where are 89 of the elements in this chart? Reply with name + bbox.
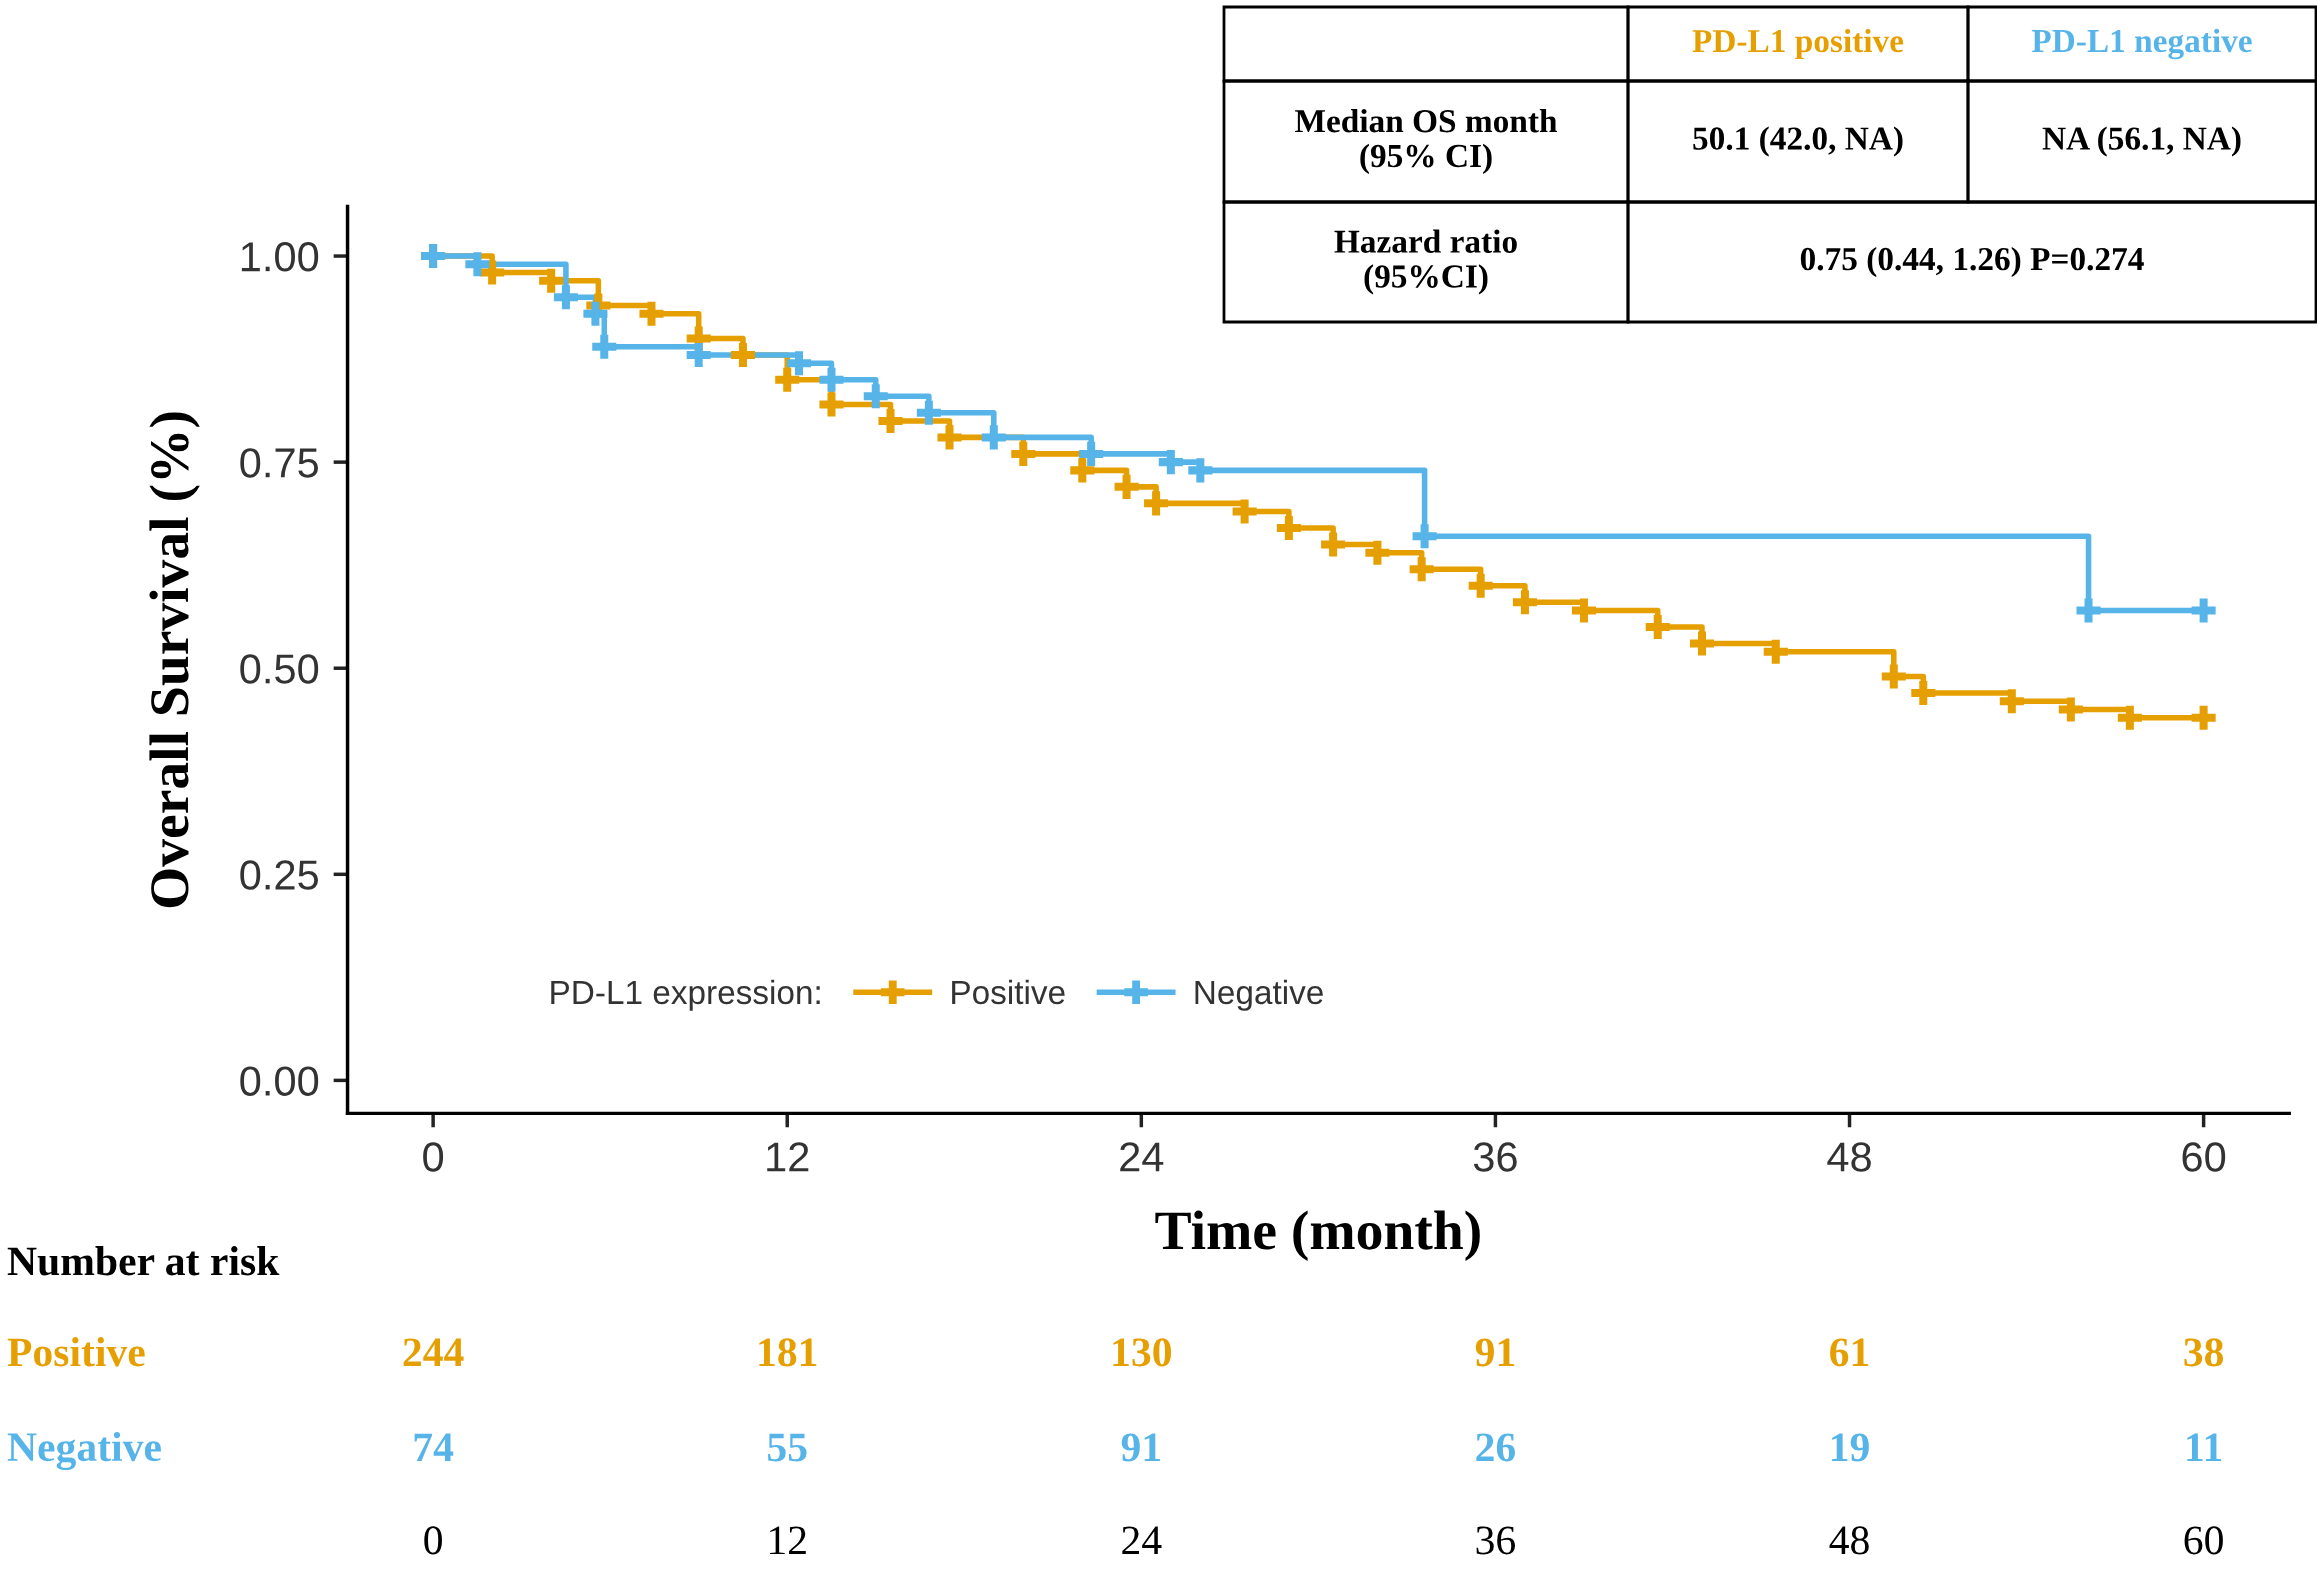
- text: 130: [1113, 1338, 1171, 1367]
- text: Negative: [7, 1431, 161, 1471]
- point: [787, 351, 812, 376]
- point: [1114, 474, 1139, 499]
- point: [2191, 705, 2216, 730]
- point: [1011, 441, 1036, 466]
- text: 61: [1830, 1338, 1869, 1367]
- point: [1412, 524, 1437, 549]
- point: [539, 268, 564, 293]
- y-tick-label: 1.00: [241, 242, 319, 272]
- y-tick-label: 0.75: [240, 448, 319, 478]
- x-tick-label: 0: [423, 1142, 444, 1172]
- y-tick-label: 0.25: [240, 860, 319, 890]
- point: [819, 392, 844, 417]
- point: [775, 367, 800, 392]
- point: [1409, 557, 1434, 582]
- text: 244: [403, 1338, 464, 1367]
- text: 74: [414, 1433, 454, 1462]
- point: [1144, 491, 1169, 516]
- y-axis-title: Overall Survival (%): [149, 412, 200, 908]
- text: 60: [2184, 1526, 2223, 1555]
- point: [1188, 458, 1213, 483]
- point: [2117, 705, 2142, 730]
- x-tick-label: 24: [1120, 1142, 1164, 1172]
- point: [1689, 631, 1715, 656]
- point: [465, 252, 490, 277]
- text: 12: [770, 1526, 806, 1555]
- point: [878, 408, 903, 433]
- point: [819, 367, 844, 392]
- point: [1911, 680, 1936, 705]
- point: [2058, 697, 2083, 722]
- text: PD-L1 negative: [2031, 28, 2252, 60]
- legend-label: Positive: [952, 979, 1065, 1005]
- point: [1321, 532, 1346, 557]
- text: 55: [768, 1433, 807, 1462]
- legend-title: PD-L1 expression:: [551, 979, 820, 1011]
- x-tick-label: 36: [1473, 1142, 1517, 1172]
- point: [1571, 598, 1596, 623]
- text: 91: [1121, 1433, 1160, 1462]
- point: [2076, 598, 2101, 623]
- text: 11: [2187, 1433, 2222, 1462]
- point: [1763, 639, 1788, 664]
- text: 0: [424, 1526, 442, 1555]
- text: 181: [759, 1338, 817, 1367]
- point: [981, 425, 1006, 450]
- y-tick-label: 0.00: [240, 1066, 319, 1096]
- annotation: 0.75 (0.44, 1.26) P=0.274: [1800, 246, 2144, 278]
- point: [1645, 614, 1670, 640]
- text: 48: [1829, 1526, 1869, 1555]
- legend-label: Negative: [1195, 979, 1323, 1011]
- text: Number at risk: [7, 1246, 280, 1276]
- point: [1999, 689, 2024, 714]
- point: [1365, 540, 1390, 565]
- point: [1276, 516, 1301, 541]
- point: [1070, 458, 1095, 483]
- y-tick-label: 0.50: [240, 654, 319, 684]
- point: [2191, 598, 2216, 623]
- text: 24: [1122, 1526, 1162, 1555]
- point: [480, 260, 505, 285]
- text: 36: [1476, 1526, 1516, 1555]
- point: [916, 400, 941, 425]
- point: [863, 384, 888, 409]
- point: [730, 342, 755, 367]
- x-tick-label: 48: [1827, 1142, 1871, 1172]
- x-tick-label: 12: [767, 1142, 809, 1172]
- point: [592, 334, 617, 359]
- text: NA (56.1, NA): [2042, 126, 2241, 157]
- point: [553, 285, 578, 310]
- text: PD-L1 positive: [1692, 28, 1904, 60]
- point: [1079, 441, 1104, 466]
- annotation: Hazard ratio (95%CI): [1334, 229, 1517, 295]
- point: [639, 301, 664, 326]
- point: [583, 301, 608, 326]
- text: 26: [1476, 1433, 1516, 1462]
- point: [1881, 664, 1906, 689]
- text: 19: [1832, 1433, 1869, 1462]
- text: Positive: [7, 1337, 145, 1367]
- point: [937, 425, 962, 450]
- text: 38: [2184, 1338, 2224, 1367]
- point: [686, 342, 711, 367]
- x-axis-title: Time (month): [1155, 1210, 1480, 1261]
- x-tick-label: 60: [2182, 1142, 2226, 1172]
- point: [1232, 499, 1257, 524]
- point: [1512, 590, 1537, 615]
- point: [1158, 450, 1183, 475]
- point: [1468, 573, 1493, 598]
- text: Median OS month (95% CI): [1295, 108, 1558, 175]
- text: 91: [1475, 1338, 1515, 1367]
- text: 50.1 (42.0, NA): [1693, 126, 1903, 157]
